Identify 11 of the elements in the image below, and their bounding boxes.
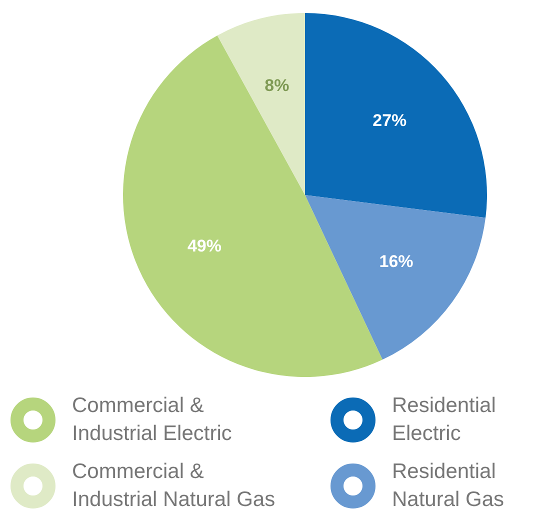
data-label: 8% <box>264 76 290 96</box>
legend-label: Commercial & Industrial Electric <box>72 393 233 447</box>
legend-label: Residential Electric <box>392 393 497 447</box>
legend-label: Residential Natural Gas <box>392 459 506 513</box>
data-label: 27% <box>372 110 407 130</box>
pie-slice <box>217 13 305 195</box>
pie-slice <box>305 195 486 360</box>
pie-slice <box>305 13 487 218</box>
data-label: 49% <box>187 236 222 256</box>
legend-label: Commercial & Industrial Natural Gas <box>72 459 276 513</box>
data-label: 16% <box>379 252 414 271</box>
